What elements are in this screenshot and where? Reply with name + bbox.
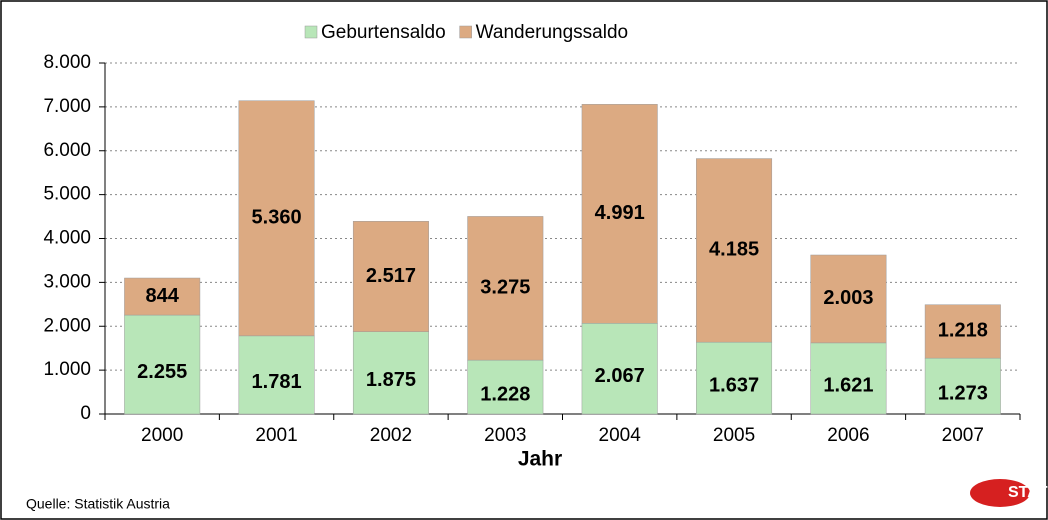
x-tick-label: 2003	[484, 425, 526, 446]
y-tick-label: 4.000	[43, 228, 91, 249]
logo-text: STAT	[1008, 484, 1048, 501]
logo	[970, 479, 1030, 507]
legend-label: Geburtensaldo	[321, 22, 446, 43]
data-label: 4.991	[595, 202, 645, 224]
y-tick-label: 0	[80, 403, 91, 424]
y-tick-label: 2.000	[43, 315, 91, 336]
bar-segment	[924, 357, 1001, 415]
data-label: 5.360	[252, 207, 302, 229]
data-label: 1.637	[709, 374, 759, 396]
x-tick-label: 2001	[255, 425, 297, 446]
y-tick-label: 1.000	[43, 359, 91, 380]
legend-label: Wanderungssaldo	[476, 22, 628, 43]
data-label: 1.218	[938, 320, 988, 342]
data-label: 2.003	[823, 287, 873, 309]
bar-segment	[352, 331, 429, 415]
data-label: 1.228	[480, 383, 530, 405]
data-label: 2.517	[366, 265, 416, 287]
data-label: 844	[146, 285, 180, 307]
y-tick-label: 3.000	[43, 271, 91, 292]
data-label: 1.875	[366, 369, 416, 391]
x-tick-label: 2002	[370, 425, 412, 446]
data-label: 3.275	[480, 277, 530, 299]
data-label: 1.273	[938, 382, 988, 404]
bar-segment	[696, 341, 773, 415]
bar-segment	[581, 323, 658, 415]
bar-segment	[581, 104, 658, 324]
bar-segment	[352, 221, 429, 332]
x-axis-label: Jahr	[518, 448, 562, 471]
bar-segment	[810, 342, 887, 415]
bar-segment	[924, 304, 1001, 359]
bar-segment	[467, 359, 544, 415]
bar-segment	[238, 335, 315, 415]
bar-segment	[810, 254, 887, 344]
y-tick-label: 8.000	[43, 52, 91, 73]
bar-segment	[467, 216, 544, 361]
legend-swatch	[304, 25, 318, 39]
bar-segment	[238, 100, 315, 337]
y-tick-label: 5.000	[43, 184, 91, 205]
data-label: 1.621	[823, 375, 873, 397]
legend-swatch	[459, 25, 472, 39]
data-label: 4.185	[709, 239, 759, 261]
data-label: 2.067	[595, 365, 645, 387]
x-tick-label: 2000	[141, 425, 183, 446]
y-tick-label: 7.000	[43, 96, 91, 117]
data-label: 2.255	[137, 361, 187, 383]
y-tick-label: 6.000	[43, 140, 91, 161]
source: Quelle: Statistik Austria	[26, 496, 170, 512]
bar-segment	[124, 277, 201, 316]
x-tick-label: 2004	[599, 425, 642, 446]
x-tick-label: 2005	[713, 425, 755, 446]
x-tick-label: 2006	[827, 425, 869, 446]
bar-segment	[696, 158, 773, 343]
x-tick-label: 2007	[942, 425, 984, 446]
bar-segment	[124, 314, 201, 415]
data-label: 1.781	[252, 371, 302, 393]
